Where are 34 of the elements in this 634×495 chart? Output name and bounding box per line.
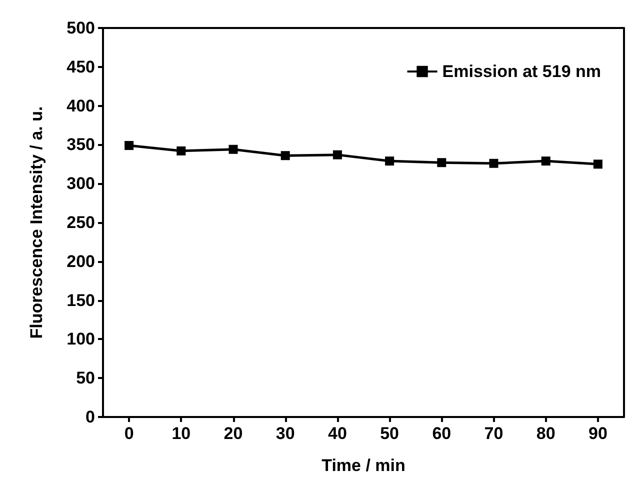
x-tick-label: 20 xyxy=(224,424,243,443)
y-tick-label: 400 xyxy=(66,96,95,116)
y-tick-label: 100 xyxy=(66,330,95,349)
y-tick-label: 500 xyxy=(66,18,95,38)
x-tick-label: 10 xyxy=(172,424,191,443)
y-tick-label: 350 xyxy=(66,135,95,154)
x-tick-label: 80 xyxy=(536,424,556,443)
point xyxy=(124,140,134,150)
y-tick-label: 250 xyxy=(66,213,95,232)
point xyxy=(437,158,446,168)
x-tick-label: 0 xyxy=(124,424,134,443)
point xyxy=(593,160,602,169)
point xyxy=(385,156,394,166)
x-tick-label: 90 xyxy=(588,424,608,443)
point xyxy=(332,150,342,160)
x-tick-label: 50 xyxy=(380,424,400,443)
point xyxy=(176,146,186,156)
point xyxy=(489,158,498,168)
point xyxy=(280,151,290,160)
x-tick-label: 30 xyxy=(276,424,295,443)
y-tick-label: 450 xyxy=(66,57,95,76)
y-axis-title: Fluorescence Intensity / a. u. xyxy=(27,106,46,339)
y-tick-label: 0 xyxy=(86,408,95,426)
x-axis-title: Time / min xyxy=(322,456,406,475)
legend-label: Emission at 519 nm xyxy=(442,62,602,81)
x-tick-label: 40 xyxy=(328,424,347,443)
x-tick-label: 70 xyxy=(484,424,504,443)
x-tick-label: 60 xyxy=(432,424,452,443)
y-tick-label: 200 xyxy=(66,252,95,271)
point xyxy=(541,156,550,166)
y-tick-label: 50 xyxy=(76,368,95,388)
y-tick-label: 150 xyxy=(66,290,95,310)
y-tick-label: 300 xyxy=(66,174,95,194)
point xyxy=(228,144,238,154)
